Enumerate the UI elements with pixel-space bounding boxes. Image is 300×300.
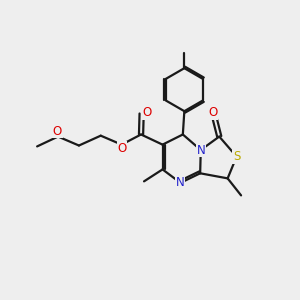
Text: O: O	[142, 106, 152, 119]
Text: O: O	[53, 125, 62, 138]
Text: N: N	[196, 143, 205, 157]
Text: S: S	[233, 150, 240, 163]
Text: O: O	[118, 142, 127, 155]
Text: N: N	[176, 176, 185, 189]
Text: O: O	[208, 106, 217, 119]
